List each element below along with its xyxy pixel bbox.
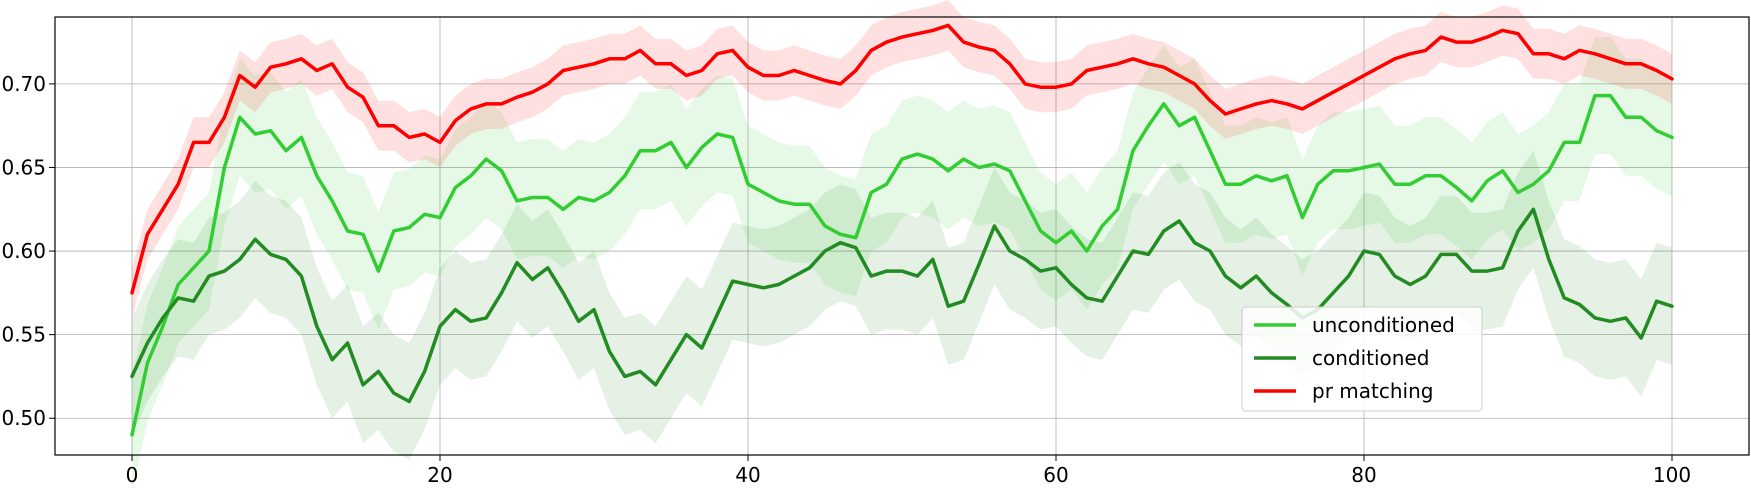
y-tick-label: 0.50 <box>1 406 46 430</box>
confidence-bands <box>132 0 1672 488</box>
x-tick-label: 100 <box>1653 463 1691 487</box>
x-tick-label: 80 <box>1351 463 1376 487</box>
plot-frame <box>54 16 1750 456</box>
y-tick-label: 0.60 <box>1 239 46 263</box>
band-conditioned <box>132 150 1672 460</box>
x-tick-label: 40 <box>735 463 760 487</box>
series-line-pr-matching <box>130 23 1674 295</box>
x-tick-label: 60 <box>1043 463 1068 487</box>
series-line-conditioned <box>130 207 1674 404</box>
grid-lines <box>55 17 1749 455</box>
legend-label-unconditioned: unconditioned <box>1312 313 1455 337</box>
legend-box <box>1241 306 1483 412</box>
band-unconditioned <box>132 37 1672 488</box>
y-tick-label: 0.70 <box>1 72 46 96</box>
series-lines <box>130 23 1674 437</box>
series-line-unconditioned <box>130 93 1674 437</box>
x-tick-label: 0 <box>126 463 139 487</box>
legend-label-conditioned: conditioned <box>1312 346 1429 370</box>
x-tick-label: 20 <box>427 463 452 487</box>
legend-label-pr-matching: pr matching <box>1312 379 1433 403</box>
band-pr-matching <box>132 0 1672 318</box>
y-axis-ticks: 0.50 0.55 0.60 0.65 0.70 <box>1 72 55 430</box>
y-tick-label: 0.65 <box>1 155 46 179</box>
legend: unconditioned conditioned pr matching <box>1241 306 1483 412</box>
y-tick-label: 0.55 <box>1 323 46 347</box>
x-axis-ticks: 0 20 40 60 80 100 <box>126 455 1691 487</box>
